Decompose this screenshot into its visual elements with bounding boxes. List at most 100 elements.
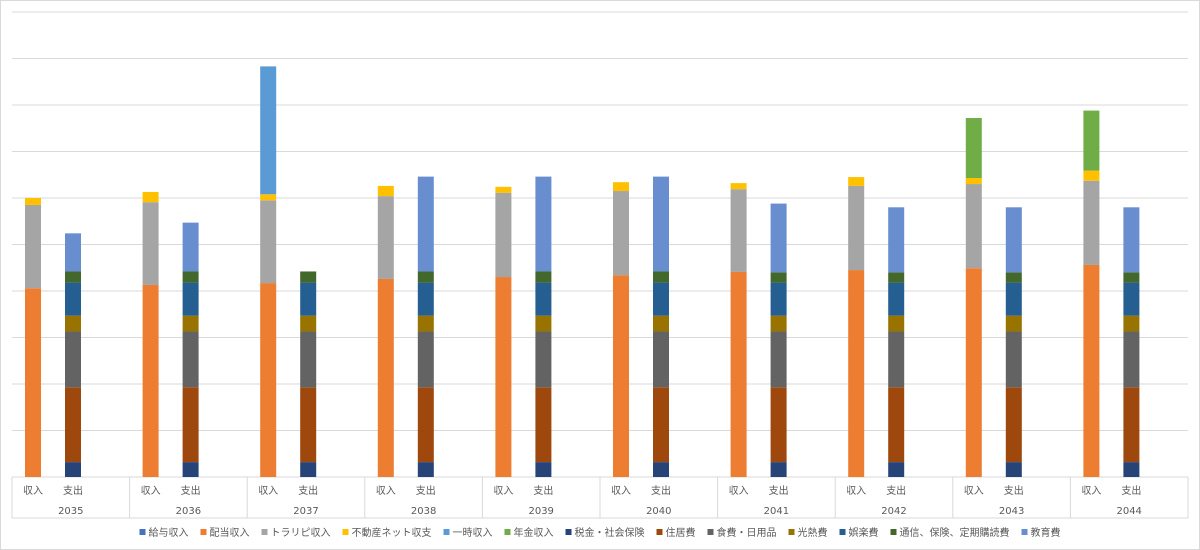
x-tick-label: 収入	[376, 485, 396, 497]
bar-segment	[300, 387, 317, 463]
bar-segment	[848, 185, 865, 271]
bar-segment	[653, 282, 669, 316]
bar-segment	[888, 207, 905, 273]
x-tick-label: 支出	[298, 484, 318, 497]
x-tick-label: 支出	[651, 484, 671, 497]
legend-label: 光熱費	[798, 526, 828, 539]
bar-segment	[1123, 331, 1140, 388]
bar-segment	[495, 192, 512, 278]
bar-segment	[377, 185, 394, 197]
bar-segment	[417, 315, 434, 332]
x-tick-label: 支出	[769, 484, 789, 497]
bar-segment	[182, 331, 199, 388]
bar-segment	[417, 271, 434, 283]
bar-segment	[182, 462, 199, 477]
bar-segment	[888, 462, 905, 477]
bar-segment	[495, 277, 512, 477]
bar-segment	[848, 177, 865, 186]
bar-segment	[377, 196, 394, 279]
legend-swatch	[707, 529, 714, 535]
bar-segment	[65, 233, 81, 272]
bar-segment	[730, 271, 747, 477]
group-label: 2044	[1116, 506, 1141, 517]
bar-segment	[730, 183, 747, 190]
bar-segment	[770, 203, 787, 273]
bar-segment	[965, 268, 982, 477]
bar-segment	[142, 202, 159, 285]
bar-segment	[260, 283, 277, 477]
bar-segment	[417, 176, 434, 272]
bar-segment	[613, 275, 629, 477]
legend-label: 教育費	[1031, 526, 1061, 539]
group-label: 2041	[764, 506, 789, 517]
bar-segment	[65, 315, 81, 332]
legend-label: 配当収入	[210, 526, 250, 539]
bar-segment	[377, 278, 394, 477]
bar-segment	[260, 200, 277, 284]
bar-segment	[535, 176, 552, 272]
bar-segment	[182, 271, 199, 283]
bar-segment	[848, 270, 865, 477]
legend-swatch	[261, 529, 268, 535]
bar-segment	[300, 315, 317, 332]
legend-swatch	[656, 529, 663, 535]
bar-segment	[300, 462, 317, 477]
bar-segment	[65, 462, 81, 477]
bar-segment	[653, 331, 669, 388]
group-label: 2036	[176, 506, 201, 517]
group-label: 2037	[293, 506, 318, 517]
bar-segment	[1005, 272, 1022, 283]
bar-segment	[1123, 387, 1140, 463]
bar-segment	[182, 315, 199, 332]
bar-segment	[25, 288, 41, 477]
bar-segment	[535, 271, 552, 283]
bar-segment	[770, 331, 787, 388]
bar-segment	[65, 331, 81, 388]
x-tick-label: 支出	[1004, 484, 1024, 497]
group-label: 2038	[411, 506, 436, 517]
bar-segment	[182, 222, 199, 272]
bar-segment	[1123, 315, 1140, 332]
group-label: 2035	[58, 506, 83, 517]
group-label: 2039	[528, 506, 553, 517]
bar-segment	[65, 387, 81, 463]
bar-segment	[1123, 272, 1140, 283]
x-tick-label: 収入	[141, 485, 161, 497]
legend-swatch	[342, 529, 349, 535]
bar-segment	[888, 387, 905, 463]
bar-segment	[142, 284, 159, 477]
bar-segment	[182, 387, 199, 463]
legend-swatch	[788, 529, 795, 535]
bar-segment	[730, 189, 747, 272]
bar-segment	[25, 198, 41, 205]
bar-segment	[417, 282, 434, 316]
x-tick-label: 収入	[23, 485, 43, 497]
bar-segment	[495, 186, 512, 193]
bar-segment	[1005, 387, 1022, 463]
bar-segment	[1123, 462, 1140, 477]
group-label: 2040	[646, 506, 671, 517]
legend-swatch	[443, 529, 450, 535]
legend-label: 不動産ネット収支	[352, 526, 432, 539]
bar-segment	[260, 194, 277, 201]
bar-segment	[653, 176, 669, 272]
bar-segment	[770, 315, 787, 332]
bar-segment	[1083, 264, 1100, 477]
legend-swatch	[565, 529, 572, 535]
bar-segment	[417, 387, 434, 463]
legend-label: 通信、保険、定期購読費	[900, 526, 1010, 539]
bar-segment	[300, 331, 317, 388]
bar-segment	[770, 282, 787, 316]
bar-segment	[535, 315, 552, 332]
bar-segment	[965, 184, 982, 269]
bar-segment	[1083, 180, 1100, 265]
bar-segment	[1083, 110, 1100, 171]
x-tick-label: 収入	[964, 485, 984, 497]
bar-segment	[1083, 170, 1100, 181]
legend-label: 給与収入	[149, 526, 189, 539]
bar-segment	[888, 315, 905, 332]
legend-swatch	[890, 529, 897, 535]
bar-segment	[770, 387, 787, 463]
x-tick-label: 収入	[729, 485, 749, 497]
